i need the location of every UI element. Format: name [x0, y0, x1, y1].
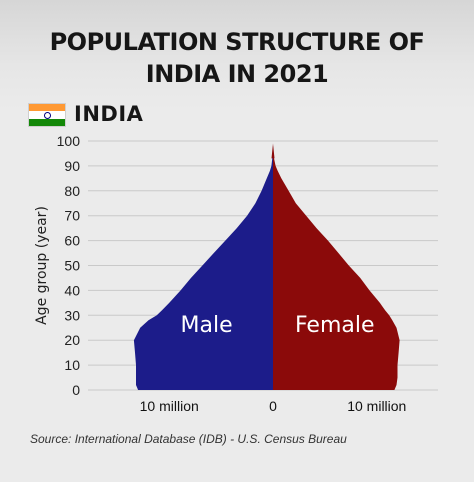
y-tick-label-10: 10 — [64, 357, 80, 373]
population-pyramid-chart: 0 10 20 30 40 50 60 70 80 90 100 Age group (year) Ma… — [34, 133, 438, 414]
x-tick-label-1: 0 — [269, 398, 277, 414]
y-tick-label-20: 20 — [64, 332, 80, 348]
y-tick-label-60: 60 — [64, 233, 80, 249]
series-male-area — [133, 146, 273, 390]
x-tick-label-2: 10 million — [347, 398, 406, 414]
india-flag-icon — [28, 103, 66, 127]
pyramid-peak — [271, 143, 275, 159]
y-tick-label-30: 30 — [64, 307, 80, 323]
title-line-1: POPULATION STRUCTURE OF — [49, 28, 425, 56]
country-label: INDIA — [74, 102, 144, 126]
y-axis-label: Age group (year) — [34, 206, 50, 325]
series-female-area — [273, 146, 400, 390]
y-tick-label-80: 80 — [64, 183, 80, 199]
x-tick-label-0: 10 million — [140, 398, 199, 414]
y-tick-label-40: 40 — [64, 282, 80, 298]
y-tick-label-70: 70 — [64, 208, 80, 224]
y-tick-label-0: 0 — [72, 382, 80, 398]
y-tick-label-50: 50 — [64, 258, 80, 274]
header-background — [0, 0, 474, 110]
chart-title: POPULATION STRUCTURE OF INDIA IN 2021 — [0, 26, 474, 90]
y-tick-label-90: 90 — [64, 158, 80, 174]
series-label-male: Male — [181, 313, 233, 338]
title-line-2: INDIA IN 2021 — [145, 60, 329, 88]
source-note: Source: International Database (IDB) - U… — [30, 432, 347, 446]
y-tick-label-100: 100 — [57, 133, 81, 149]
series-label-female: Female — [295, 313, 375, 338]
